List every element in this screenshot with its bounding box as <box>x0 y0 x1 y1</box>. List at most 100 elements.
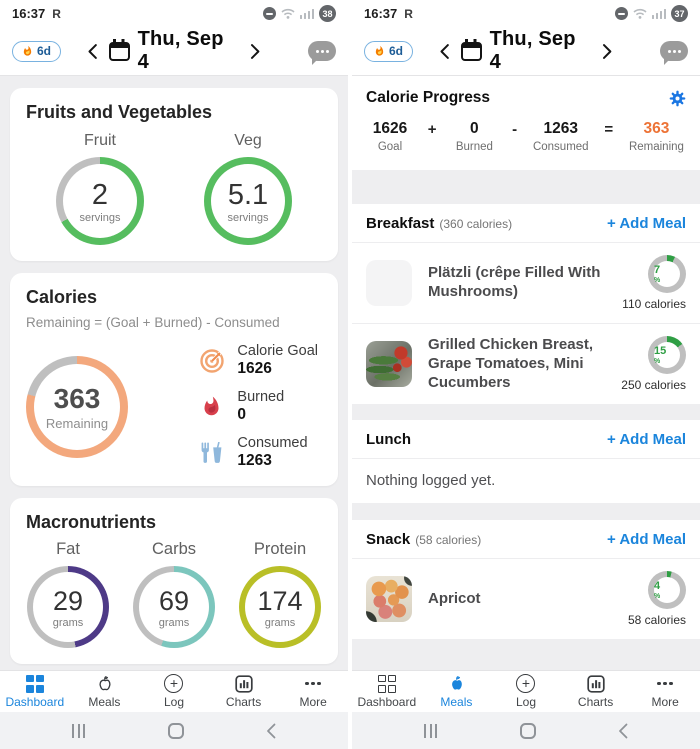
tab-more[interactable]: More <box>630 671 700 712</box>
ring-value: 174 <box>257 585 303 616</box>
add-meal-button[interactable]: + Add Meal <box>606 431 686 449</box>
status-time: 16:37 <box>364 6 398 21</box>
ring-label: Veg <box>234 132 262 149</box>
meal-item-title: Apricot <box>428 589 481 607</box>
back-icon[interactable] <box>618 723 628 739</box>
streak-badge[interactable]: 6d <box>12 40 62 62</box>
stat-label: Calorie Goal <box>237 343 318 359</box>
goal-value: 1626 <box>372 120 408 137</box>
stat-value: 0 <box>237 406 247 423</box>
streak-badge[interactable]: 6d <box>364 40 414 62</box>
date-picker[interactable]: Thu, Sep 4 <box>460 28 591 74</box>
messages-icon[interactable] <box>308 41 336 65</box>
prev-day-icon[interactable] <box>87 43 98 60</box>
tab-charts[interactable]: Charts <box>561 671 631 712</box>
wifi-icon <box>281 8 295 19</box>
fat-ring: 29 grams <box>27 566 109 648</box>
card-title: Fruits and Vegetables <box>26 102 213 122</box>
ring-value: 2 <box>91 178 109 211</box>
tab-more[interactable]: More <box>278 671 348 712</box>
more-icon <box>305 681 321 686</box>
nav-label: Dashboard <box>357 695 417 709</box>
battery-icon: 38 <box>319 5 336 22</box>
tab-log[interactable]: Log <box>139 671 209 712</box>
android-nav-bar <box>0 712 348 749</box>
settings-gear-icon[interactable] <box>669 90 686 107</box>
status-bar: 16:37 R 37 <box>352 0 700 27</box>
do-not-disturb-icon <box>262 7 276 20</box>
add-meal-button[interactable]: + Add Meal <box>606 215 686 232</box>
next-day-icon[interactable] <box>602 43 613 60</box>
plus-circle-icon <box>164 674 184 693</box>
carrier-label: R <box>404 6 414 21</box>
burned-label: Burned <box>455 141 493 153</box>
battery-icon: 37 <box>671 5 688 22</box>
meal-calories-label: (360 calories) <box>439 216 513 231</box>
fruits-vegetables-card[interactable]: Fruits and Vegetables Fruit 2 servings V… <box>10 88 338 261</box>
home-icon[interactable] <box>519 722 536 739</box>
meal-photo <box>366 341 412 388</box>
meal-percent-ring: 15 % <box>648 336 686 375</box>
dashboard-content: Fruits and Vegetables Fruit 2 servings V… <box>0 76 348 670</box>
tab-charts[interactable]: Charts <box>209 671 279 712</box>
add-meal-button[interactable]: + Add Meal <box>606 531 686 549</box>
meal-item-platzli[interactable]: Plätzli (crêpe Filled With Mushrooms) 7 … <box>352 243 700 323</box>
status-bar: 16:37 R 38 <box>0 0 348 27</box>
ring-unit: grams <box>264 616 296 629</box>
recents-icon[interactable] <box>424 723 437 738</box>
percent-sign: % <box>654 277 661 284</box>
target-icon <box>200 348 224 373</box>
charts-icon <box>234 674 253 693</box>
percent-value: 4 <box>654 580 661 593</box>
calories-card[interactable]: Calories Remaining = (Goal + Burned) - C… <box>10 273 338 486</box>
meal-item-title: Grilled Chicken Breast, Grape Tomatoes, … <box>428 336 594 391</box>
nav-label: Log <box>163 695 184 709</box>
percent-sign: % <box>654 593 661 601</box>
tab-meals[interactable]: Meals <box>422 671 492 712</box>
carbs-ring: 69 grams <box>133 566 215 648</box>
tab-log[interactable]: Log <box>491 671 561 712</box>
nav-label: Log <box>515 695 536 709</box>
back-icon[interactable] <box>266 723 276 739</box>
goal-column: 1626 Goal <box>368 120 412 153</box>
dashboard-screen: 16:37 R 38 6d Thu, Sep 4 Fruits and Vege… <box>0 0 348 749</box>
remaining-label: Remaining <box>45 415 109 431</box>
protein-ring-block: Protein 174 grams <box>239 540 321 648</box>
tab-dashboard[interactable]: Dashboard <box>352 671 422 712</box>
snack-header: Snack (58 calories) + Add Meal <box>352 520 700 560</box>
meal-item-apricot[interactable]: Apricot 4 % 58 calories <box>352 559 700 640</box>
minus-operator: - <box>512 121 518 138</box>
card-title: Macronutrients <box>26 512 157 532</box>
lunch-empty-message: Nothing logged yet. <box>352 459 700 504</box>
nav-label: Dashboard <box>5 695 65 709</box>
macronutrients-card[interactable]: Macronutrients Fat 29 grams Carbs <box>10 498 338 664</box>
next-day-icon[interactable] <box>250 43 261 60</box>
signal-bars-icon <box>299 8 314 19</box>
recents-icon[interactable] <box>72 723 85 738</box>
meal-name: Breakfast <box>366 215 435 232</box>
nav-label: Charts <box>225 695 262 709</box>
meal-name: Snack <box>366 531 411 549</box>
home-icon[interactable] <box>167 722 184 739</box>
nav-label: Meals <box>88 695 121 709</box>
tab-meals[interactable]: Meals <box>70 671 140 712</box>
ring-unit: servings <box>227 211 269 224</box>
date-picker[interactable]: Thu, Sep 4 <box>108 28 239 74</box>
ring-label: Fruit <box>84 132 116 149</box>
android-nav-bar <box>352 712 700 749</box>
meal-item-grilled-chicken[interactable]: Grilled Chicken Breast, Grape Tomatoes, … <box>352 323 700 405</box>
ring-value: 5.1 <box>227 178 269 211</box>
fruit-ring-block: Fruit 2 servings <box>56 132 144 245</box>
more-icon <box>657 681 673 686</box>
meal-photo <box>366 260 412 306</box>
calorie-progress-section: Calorie Progress 1626 Goal + 0 Burned - … <box>352 76 700 170</box>
nav-label: More <box>651 695 679 709</box>
messages-icon[interactable] <box>660 41 688 65</box>
charts-icon <box>586 674 605 693</box>
veg-ring: 5.1 servings <box>204 157 292 245</box>
status-time: 16:37 <box>12 6 46 21</box>
tab-dashboard[interactable]: Dashboard <box>0 671 70 712</box>
streak-flame-icon <box>23 45 32 56</box>
calorie-goal-stat: Calorie Goal 1626 <box>198 343 318 378</box>
prev-day-icon[interactable] <box>439 43 450 60</box>
